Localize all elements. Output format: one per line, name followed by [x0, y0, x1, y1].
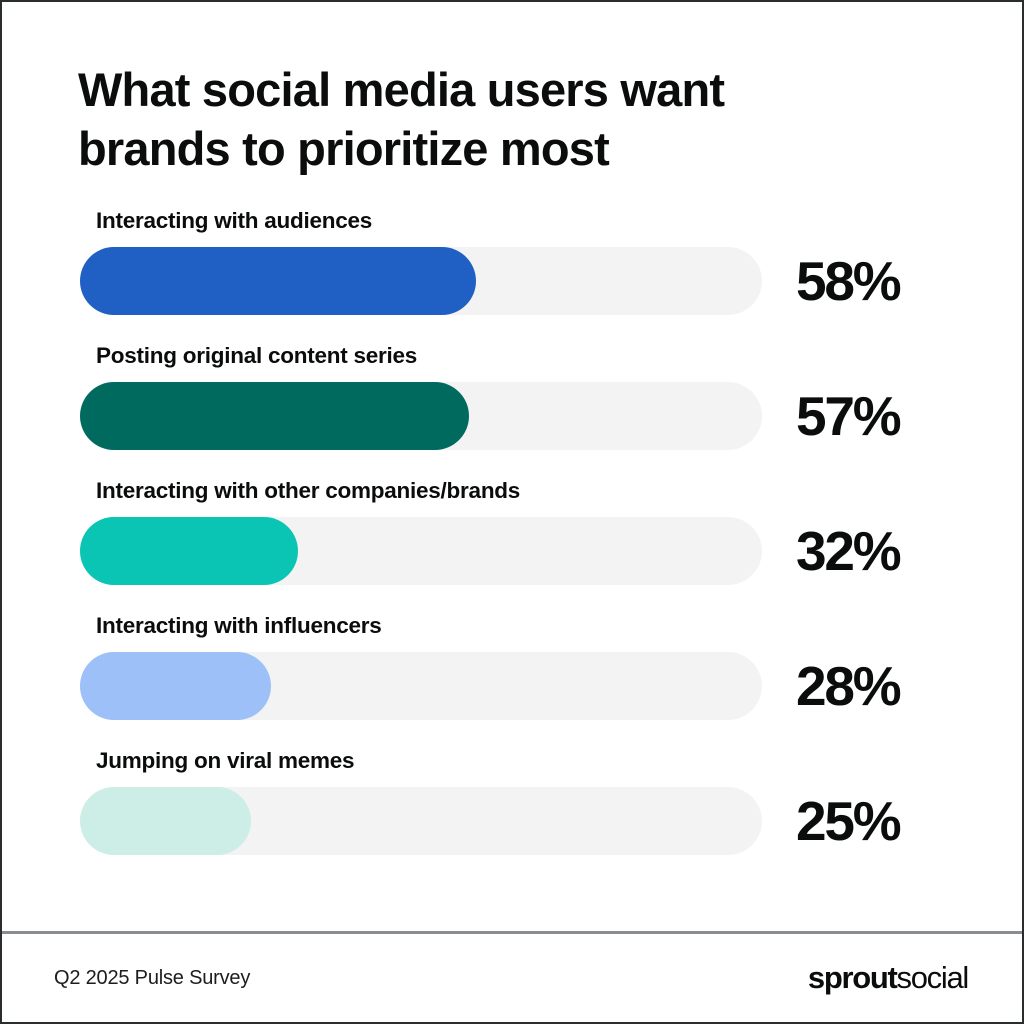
- bar-value: 25%: [796, 789, 902, 852]
- bar-track: [80, 652, 762, 721]
- bar-fill: [80, 382, 469, 451]
- footer-divider: [2, 931, 1022, 934]
- bar-row: Interacting with influencers 28%: [2, 613, 1022, 748]
- bar-fill: [80, 247, 476, 316]
- bar-value: 32%: [796, 519, 902, 582]
- bar-row: Interacting with other companies/brands …: [2, 478, 1022, 613]
- bar-line: 25%: [80, 787, 992, 856]
- bar-fill: [80, 652, 271, 721]
- brand-primary: sprout: [807, 960, 898, 995]
- footer: Q2 2025 Pulse Survey sproutsocial: [2, 934, 1022, 1022]
- bar-line: 32%: [80, 517, 992, 586]
- bar-value: 58%: [796, 249, 902, 312]
- bar-label: Jumping on viral memes: [96, 748, 355, 774]
- bar-label: Interacting with audiences: [96, 208, 373, 234]
- page-title: What social media users want brands to p…: [78, 63, 725, 176]
- title-block: What social media users want brands to p…: [2, 2, 1022, 178]
- bar-row: Interacting with audiences 58%: [2, 208, 1022, 343]
- bar-track: [80, 517, 762, 586]
- bar-label: Interacting with other companies/brands: [96, 478, 521, 504]
- bar-row: Jumping on viral memes 25%: [2, 748, 1022, 883]
- sprout-social-logo: sproutsocial: [807, 960, 970, 996]
- bar-value: 28%: [796, 654, 902, 717]
- bar-chart: Interacting with audiences 58% Posting o…: [2, 178, 1022, 931]
- bar-row: Posting original content series 57%: [2, 343, 1022, 478]
- brand-secondary: social: [896, 960, 970, 995]
- survey-caption: Q2 2025 Pulse Survey: [54, 966, 251, 989]
- bar-line: 58%: [80, 247, 992, 316]
- bar-line: 57%: [80, 382, 992, 451]
- bar-value: 57%: [796, 384, 902, 447]
- bar-fill: [80, 517, 299, 586]
- bar-label: Posting original content series: [96, 343, 418, 369]
- bar-line: 28%: [80, 652, 992, 721]
- bar-fill: [80, 787, 251, 856]
- bar-track: [80, 382, 762, 451]
- bar-label: Interacting with influencers: [96, 613, 382, 639]
- bar-track: [80, 787, 762, 856]
- bar-track: [80, 247, 762, 316]
